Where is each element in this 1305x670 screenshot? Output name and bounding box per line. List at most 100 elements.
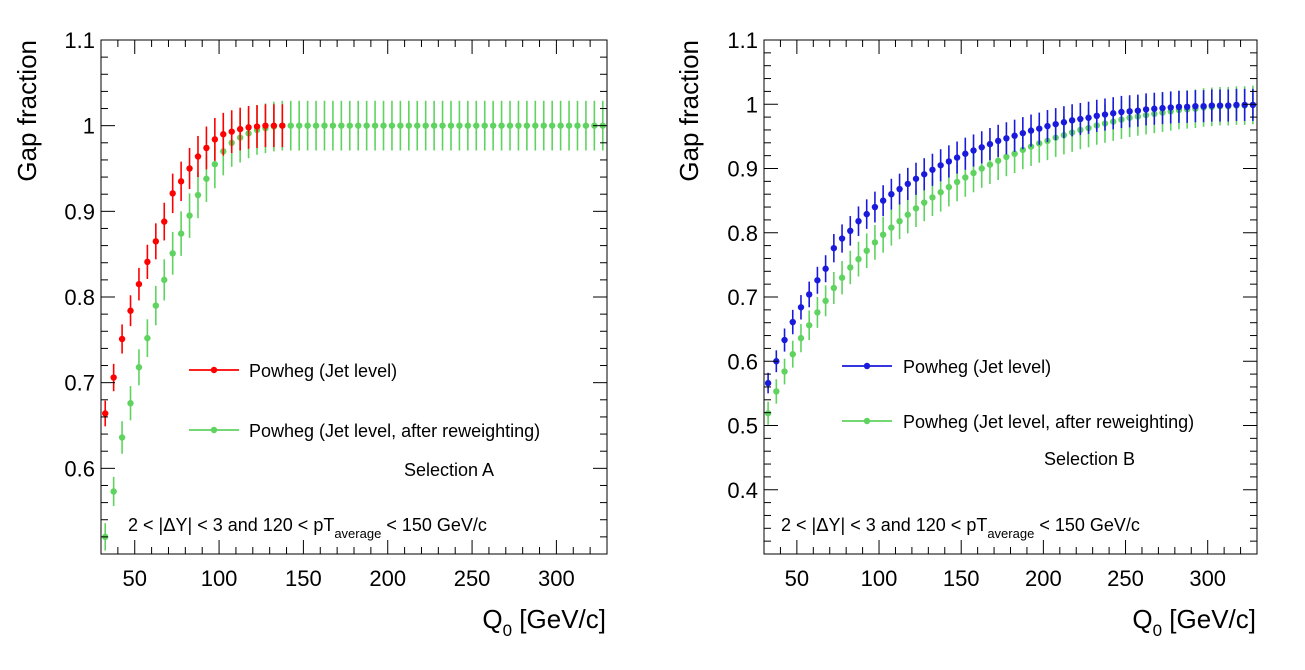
data-point: [879, 197, 887, 204]
x-tick-label: 150: [285, 566, 322, 591]
data-point: [970, 169, 977, 177]
x-tick-label: 200: [369, 566, 406, 591]
data-point: [1134, 107, 1142, 114]
data-point: [1110, 110, 1117, 117]
data-point: [814, 309, 821, 316]
data-point: [1159, 104, 1166, 112]
data-point: [135, 364, 143, 371]
data-point: [414, 122, 421, 129]
data-point: [287, 122, 294, 129]
x-tick-label: 50: [785, 566, 809, 591]
chart-panel-a: 50 100 150 200 250 300 0.6 0.7 0.8 0.9 1 1.1 Gap f…: [12, 28, 608, 640]
data-point: [1011, 132, 1018, 139]
data-point: [447, 122, 455, 129]
data-point: [456, 122, 463, 129]
series-0: [764, 88, 1257, 394]
data-point: [1077, 115, 1084, 123]
data-point: [186, 212, 193, 219]
data-point: [1142, 106, 1150, 113]
data-point: [1019, 129, 1027, 137]
data-point: [161, 218, 168, 225]
data-point: [262, 122, 269, 129]
data-point: [338, 122, 345, 129]
data-point: [888, 191, 895, 198]
data-point: [144, 334, 151, 342]
data-point: [921, 171, 928, 178]
data-point: [194, 191, 202, 199]
data-point: [295, 122, 303, 129]
legend-entry-0: Powheg (Jet level): [842, 357, 1051, 377]
x-tick-label: 100: [201, 566, 238, 591]
data-point: [953, 178, 961, 186]
legend-marker-1: [210, 426, 218, 434]
data-point: [1183, 103, 1191, 111]
data-point: [1249, 101, 1257, 109]
data-point: [822, 265, 829, 272]
data-point: [1052, 120, 1059, 128]
data-point: [270, 122, 278, 129]
data-point: [1003, 135, 1010, 142]
data-point: [135, 280, 143, 288]
x-tick-label: 300: [1189, 566, 1226, 591]
legend: Powheg (Jet level) Powheg (Jet level, af…: [189, 361, 540, 441]
data-point: [1060, 119, 1068, 126]
data-point: [855, 217, 862, 225]
x-axis: 50 100 150 200 250 300: [763, 40, 1258, 591]
y-tick-label: 1.1: [727, 28, 758, 53]
data-point: [211, 136, 219, 143]
data-point: [211, 161, 219, 168]
data-point: [896, 185, 903, 193]
data-point: [855, 255, 862, 263]
data-point: [994, 157, 1002, 164]
data-point: [847, 264, 854, 271]
data-point: [871, 239, 879, 246]
x-tick-label: 150: [943, 566, 980, 591]
data-point: [805, 291, 813, 298]
data-point: [161, 276, 168, 284]
y-axis: 0.4 0.5 0.6 0.7 0.8 0.9 1 1.1: [727, 28, 1257, 555]
x-axis-title: Q0 [GeV/c]: [482, 604, 606, 640]
data-point: [781, 368, 788, 375]
legend-label-0: Powheg (Jet level): [903, 357, 1051, 377]
data-point: [978, 144, 985, 151]
data-point: [1216, 102, 1224, 109]
data-point: [814, 277, 821, 284]
data-point: [253, 123, 261, 130]
legend-entry-0: Powheg (Jet level): [189, 361, 397, 381]
data-point: [1208, 102, 1216, 109]
y-tick-label: 0.9: [64, 199, 95, 224]
y-tick-label: 1: [83, 114, 95, 139]
data-point: [912, 205, 920, 212]
data-point: [388, 122, 396, 129]
series-1: [102, 100, 606, 551]
data-point: [506, 122, 514, 129]
x-tick-label: 250: [454, 566, 491, 591]
data-point: [904, 211, 911, 218]
data-point: [118, 434, 126, 441]
y-tick-label: 1.1: [64, 28, 95, 53]
x-axis: 50 100 150 200 250 300: [100, 40, 608, 591]
data-point: [405, 122, 413, 129]
delta-symbol: Δ: [816, 515, 829, 536]
data-point: [152, 302, 160, 309]
data-point: [1233, 101, 1240, 109]
legend-marker-0: [210, 366, 218, 374]
y-tick-label: 0.6: [727, 349, 758, 374]
data-point: [863, 210, 870, 218]
data-point: [945, 158, 953, 165]
data-point: [464, 122, 472, 129]
data-point: [321, 122, 328, 129]
data-point: [1036, 125, 1043, 132]
data-point: [764, 410, 772, 417]
data-point: [186, 165, 193, 172]
legend-entry-1: Powheg (Jet level, after reweighting): [842, 412, 1194, 432]
delta-symbol: Δ: [163, 515, 176, 536]
data-point: [473, 122, 480, 129]
data-point: [582, 122, 590, 129]
data-point: [929, 166, 936, 173]
data-point: [481, 122, 488, 129]
data-point: [1225, 102, 1232, 109]
data-point: [144, 258, 151, 266]
legend-label-0: Powheg (Jet level): [249, 361, 397, 381]
